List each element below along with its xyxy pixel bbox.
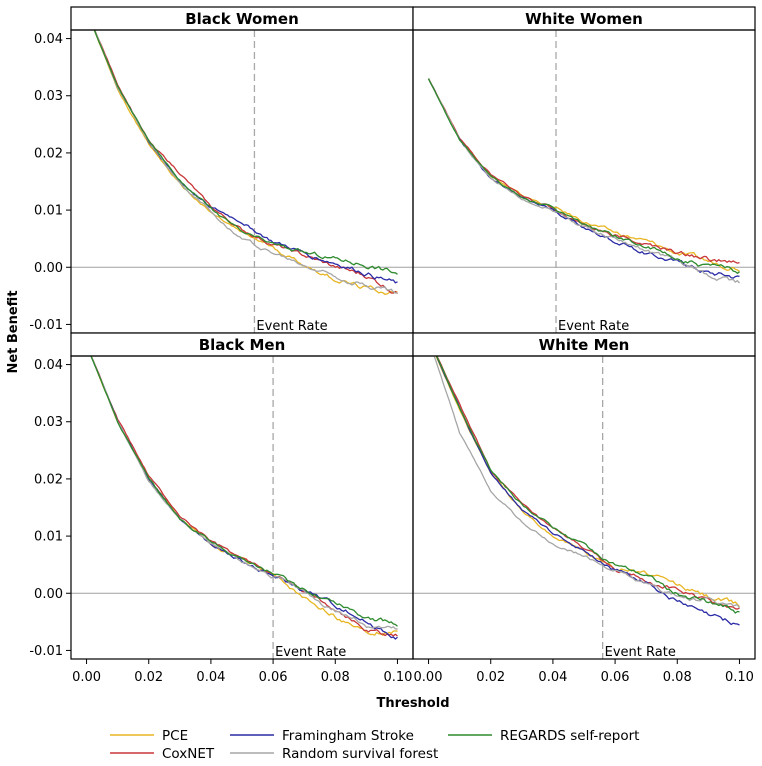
x-tick-label: 0.06 xyxy=(259,670,288,685)
panels-layer: Black Women Event Rate White Women Event Ra… xyxy=(70,6,756,660)
legend-item-framingham-stroke: Framingham Stroke xyxy=(230,728,414,744)
y-tick-label: 0.02 xyxy=(34,472,63,487)
series-line-random-survival-forest xyxy=(427,78,740,284)
x-axis-title: Threshold xyxy=(376,696,449,711)
legend-label: CoxNET xyxy=(162,746,215,762)
panel-title: Black Men xyxy=(199,336,286,354)
x-tick-label: 0.08 xyxy=(321,670,350,685)
x-tick-label: 0.10 xyxy=(384,670,413,685)
series-line-pce xyxy=(435,356,740,608)
axes-layer: 0.04 0.03 0.02 0.01 0.00 -0.01 0.04 0.03 0.02 0.0… xyxy=(29,32,754,685)
series-line-regards-self-report xyxy=(93,30,398,275)
event-rate-label: Event Rate xyxy=(256,319,327,334)
series-line-coxnet xyxy=(94,30,398,295)
y-tick-label: -0.01 xyxy=(29,318,63,333)
series-line-pce xyxy=(90,356,398,636)
legend-item-random-survival-forest: Random survival forest xyxy=(230,746,438,762)
event-rate-label: Event Rate xyxy=(558,319,629,334)
event-rate-label: Event Rate xyxy=(275,645,346,660)
legend-label: PCE xyxy=(162,728,188,744)
series-line-coxnet xyxy=(427,78,740,264)
series-line-framingham-stroke xyxy=(435,356,740,626)
y-tick-label: -0.01 xyxy=(29,644,63,659)
event-rate-label: Event Rate xyxy=(605,645,676,660)
panel-frame xyxy=(70,355,414,660)
series-line-random-survival-forest xyxy=(90,356,398,630)
y-tick-label: 0.03 xyxy=(34,415,63,430)
panel-title: White Men xyxy=(539,336,630,354)
panel-title: White Women xyxy=(525,10,643,28)
y-tick-label: 0.00 xyxy=(34,261,63,276)
series-line-random-survival-forest xyxy=(433,356,741,609)
x-tick-label: 0.06 xyxy=(601,670,630,685)
legend-label: REGARDS self-report xyxy=(500,728,639,744)
x-tick-label: 0.02 xyxy=(476,670,505,685)
x-tick-label: 0.00 xyxy=(72,670,101,685)
y-tick-label: 0.01 xyxy=(34,204,63,219)
y-tick-label: 0.01 xyxy=(34,530,63,545)
series-line-random-survival-forest xyxy=(93,30,398,294)
series-line-framingham-stroke xyxy=(93,30,398,284)
legend-label: Random survival forest xyxy=(282,746,438,762)
x-tick-label: 0.04 xyxy=(196,670,225,685)
y-tick-label: 0.04 xyxy=(34,358,63,373)
series-line-pce xyxy=(427,78,740,272)
y-axis-title: Net Benefit xyxy=(6,290,21,373)
series-line-coxnet xyxy=(436,356,740,610)
panel-title: Black Women xyxy=(185,10,299,28)
panel-frame xyxy=(412,29,756,334)
legend: PCE CoxNET Framingham Stroke Random surviva… xyxy=(110,728,639,762)
x-tick-label: 0.08 xyxy=(663,670,692,685)
y-tick-label: 0.02 xyxy=(34,146,63,161)
series-line-regards-self-report xyxy=(90,356,398,627)
panel-black-men: Black Men Event Rate xyxy=(70,332,414,660)
legend-item-pce: PCE xyxy=(110,728,188,744)
y-tick-label: 0.00 xyxy=(34,587,63,602)
y-tick-label: 0.03 xyxy=(34,89,63,104)
x-tick-label: 0.02 xyxy=(134,670,163,685)
series-line-framingham-stroke xyxy=(427,78,740,279)
series-line-coxnet xyxy=(90,356,398,637)
y-tick-label: 0.04 xyxy=(34,32,63,47)
x-tick-label: 0.04 xyxy=(538,670,567,685)
panel-white-men: White Men Event Rate xyxy=(412,332,756,660)
series-line-regards-self-report xyxy=(427,78,740,274)
panel-black-women: Black Women Event Rate xyxy=(70,6,414,334)
series-line-pce xyxy=(93,30,398,295)
legend-item-coxnet: CoxNET xyxy=(110,746,215,762)
x-tick-label: 0.10 xyxy=(725,670,754,685)
legend-label: Framingham Stroke xyxy=(282,728,414,744)
legend-item-regards-self-report: REGARDS self-report xyxy=(448,728,639,744)
series-line-regards-self-report xyxy=(435,356,740,614)
x-tick-label: 0.00 xyxy=(414,670,443,685)
series-line-framingham-stroke xyxy=(90,356,398,640)
panel-white-women: White Women Event Rate xyxy=(412,6,756,334)
panel-frame xyxy=(412,355,756,660)
